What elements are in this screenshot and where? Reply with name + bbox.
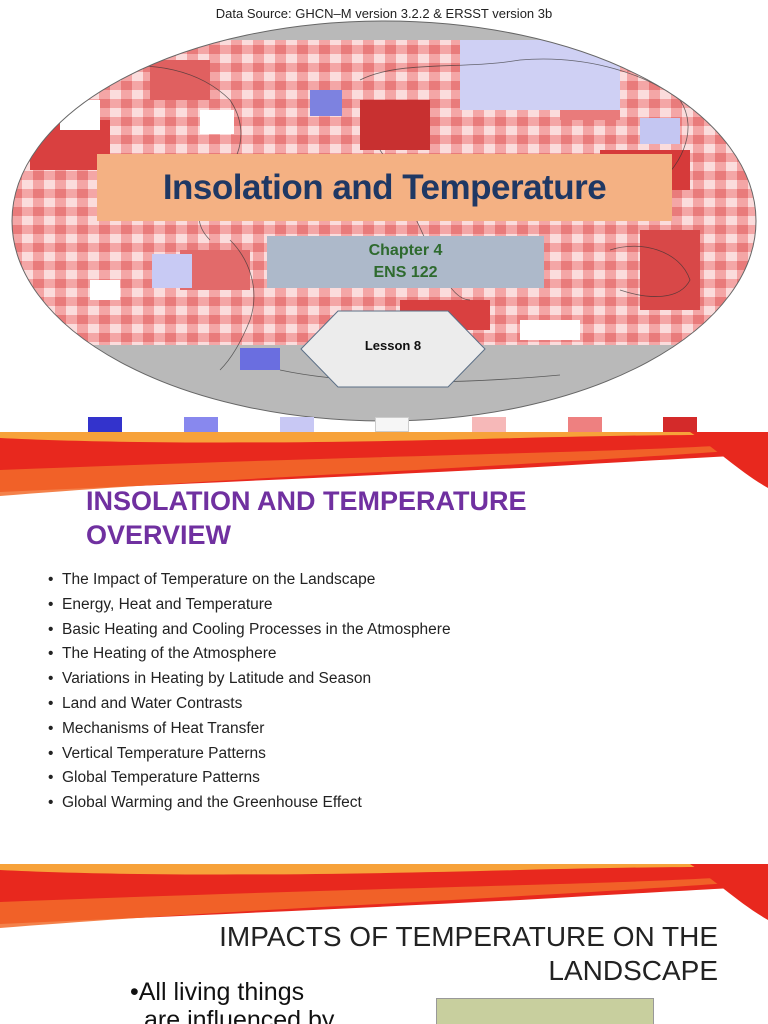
- title-banner: Insolation and Temperature: [97, 154, 672, 221]
- decorative-wave-banner: [0, 432, 768, 496]
- bullet-glyph: •: [48, 719, 54, 737]
- legend-swatch-5: [472, 417, 506, 432]
- data-source-caption: Data Source: GHCN–M version 3.2.2 & ERSS…: [215, 6, 553, 21]
- impacts-bullet-line2: are influenced by: [144, 1006, 335, 1024]
- overview-bullet-item: • Variations in Heating by Latitude and S…: [48, 667, 451, 692]
- overview-bullet-item: • Global Warming and the Greenhouse Effec…: [48, 791, 451, 816]
- decorative-wave-banner: [0, 864, 768, 928]
- bullet-glyph: •: [48, 645, 54, 663]
- subtitle-box: Chapter 4 ENS 122: [267, 236, 544, 288]
- lesson-hexagon: [300, 310, 486, 388]
- impacts-title-line2: LANDSCAPE: [548, 955, 718, 986]
- overview-bullet-text: Mechanisms of Heat Transfer: [62, 719, 265, 737]
- overview-bullet-text: The Heating of the Atmosphere: [62, 645, 277, 663]
- overview-title: INSOLATION AND TEMPERATURE OVERVIEW: [86, 486, 527, 550]
- overview-bullet-text: Global Temperature Patterns: [62, 769, 260, 787]
- legend-swatch-6: [568, 417, 602, 432]
- overview-bullet-text: Variations in Heating by Latitude and Se…: [62, 670, 372, 688]
- bullet-glyph: •: [48, 794, 54, 812]
- chapter-label: Chapter 4: [368, 242, 443, 259]
- overview-bullet-item: • The Heating of the Atmosphere: [48, 642, 451, 667]
- bullet-glyph: •: [48, 620, 54, 638]
- slide-title: Insolation and Temperature: [162, 167, 607, 207]
- impacts-title-line1: IMPACTS OF TEMPERATURE ON THE: [219, 921, 718, 952]
- overview-bullet-text: Land and Water Contrasts: [62, 694, 243, 712]
- course-code: ENS 122: [373, 264, 438, 281]
- overview-bullet-list: • The Impact of Temperature on the Landsc…: [48, 568, 451, 816]
- bullet-glyph: •: [48, 744, 54, 762]
- impacts-bullet: •All living things are influenced by: [130, 978, 334, 1024]
- bullet-glyph: •: [48, 694, 54, 712]
- legend-swatch-4: [375, 417, 409, 432]
- bullet-glyph: •: [48, 595, 54, 613]
- legend-swatch-1: [88, 417, 122, 432]
- overview-bullet-item: • Vertical Temperature Patterns: [48, 742, 451, 767]
- legend-swatch-2: [184, 417, 218, 432]
- bullet-glyph: •: [48, 670, 54, 688]
- bullet-glyph: •: [48, 769, 54, 787]
- overview-bullet-text: Energy, Heat and Temperature: [62, 595, 273, 613]
- impacts-slide: IMPACTS OF TEMPERATURE ON THE LANDSCAPE …: [0, 864, 768, 1024]
- overview-bullet-text: The Impact of Temperature on the Landsca…: [62, 571, 376, 588]
- overview-bullet-item: • The Impact of Temperature on the Landsc…: [48, 568, 451, 593]
- impacts-bullet-line1: •All living things: [130, 978, 305, 1006]
- title-slide: Data Source: GHCN–M version 3.2.2 & ERSS…: [0, 0, 768, 432]
- overview-bullet-text: Basic Heating and Cooling Processes in t…: [62, 620, 451, 638]
- overview-bullet-item: • Energy, Heat and Temperature: [48, 593, 451, 618]
- legend-swatch-3: [280, 417, 314, 432]
- overview-bullet-item: • Land and Water Contrasts: [48, 692, 451, 717]
- legend-swatch-7: [663, 417, 697, 432]
- overview-bullet-item: • Basic Heating and Cooling Processes in …: [48, 618, 451, 643]
- bullet-glyph: •: [48, 571, 54, 588]
- overview-bullet-item: • Global Temperature Patterns: [48, 766, 451, 791]
- overview-bullet-text: Global Warming and the Greenhouse Effect: [62, 794, 362, 812]
- lesson-label: Lesson 8: [364, 338, 422, 353]
- impacts-title: IMPACTS OF TEMPERATURE ON THE LANDSCAPE: [158, 920, 718, 988]
- overview-bullet-item: • Mechanisms of Heat Transfer: [48, 717, 451, 742]
- landscape-photo: [436, 998, 654, 1024]
- overview-bullet-text: Vertical Temperature Patterns: [62, 744, 266, 762]
- overview-slide: INSOLATION AND TEMPERATURE OVERVIEW • The…: [0, 432, 768, 864]
